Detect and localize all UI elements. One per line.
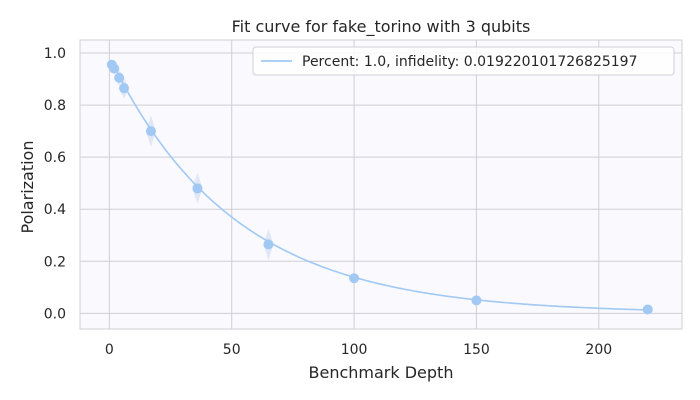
data-point (349, 273, 360, 284)
data-points (106, 59, 653, 315)
x-tick-label: 0 (105, 342, 114, 358)
legend-box (252, 46, 675, 76)
data-point (642, 304, 653, 315)
y-tick-label: 0.0 (44, 306, 66, 322)
data-point (192, 183, 203, 194)
x-tick-label: 200 (585, 342, 612, 358)
x-tick-labels: 0 50 100 150 200 (105, 342, 612, 358)
x-gridlines (108, 40, 600, 329)
y-gridlines (80, 52, 682, 314)
plot-area (79, 39, 683, 330)
data-point (109, 63, 120, 74)
data-point (114, 72, 125, 83)
x-tick-label: 50 (223, 342, 241, 358)
y-tick-label: 0.2 (44, 254, 66, 270)
data-point (471, 295, 482, 306)
x-tick-label: 100 (341, 342, 368, 358)
x-tick-label: 150 (463, 342, 490, 358)
y-tick-label: 0.6 (44, 150, 66, 166)
y-axis-label: Polarization (18, 141, 37, 234)
y-tick-labels: 0.0 0.2 0.4 0.6 0.8 1.0 (44, 46, 66, 322)
y-tick-label: 0.8 (44, 98, 66, 114)
data-point (263, 239, 274, 250)
chart-title: Fit curve for fake_torino with 3 qubits (232, 17, 531, 37)
data-point (119, 83, 130, 94)
data-point (145, 126, 156, 137)
x-axis-label: Benchmark Depth (309, 363, 454, 382)
legend: Percent: 1.0, infidelity: 0.019220101726… (252, 46, 675, 76)
y-tick-label: 1.0 (44, 46, 66, 62)
y-tick-label: 0.4 (44, 202, 66, 218)
legend-label: Percent: 1.0, infidelity: 0.019220101726… (302, 54, 637, 70)
